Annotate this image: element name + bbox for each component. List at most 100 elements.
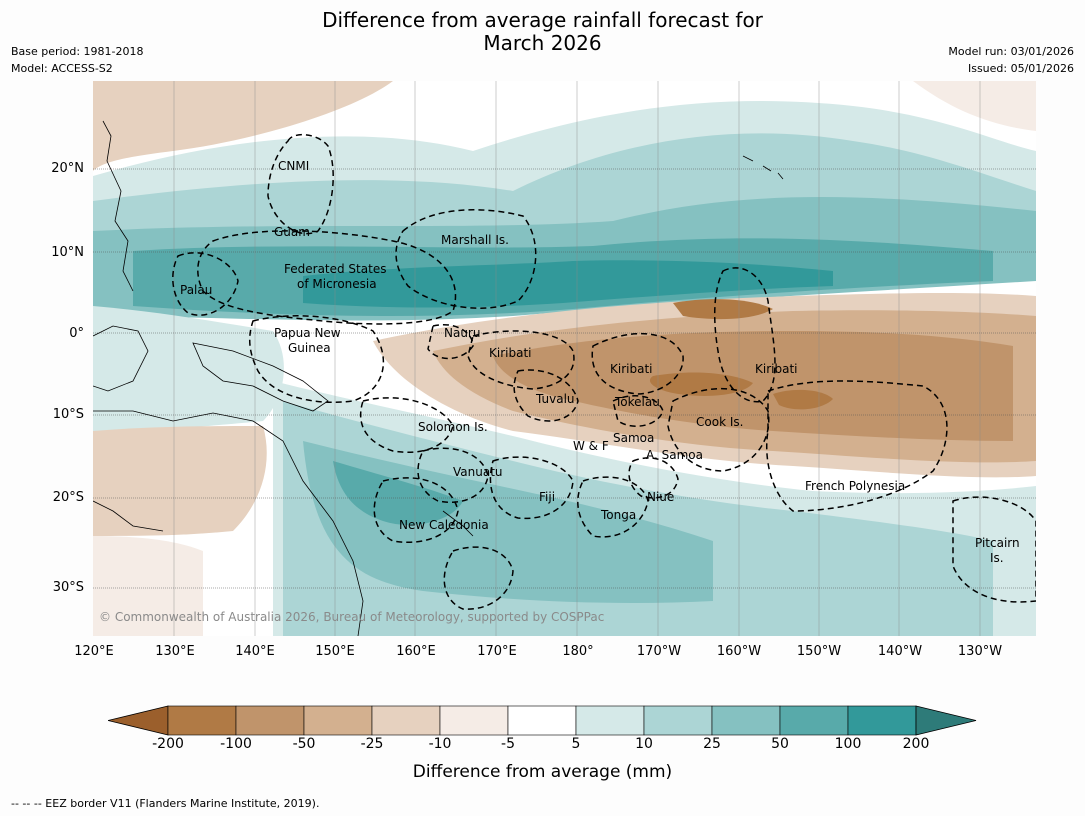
tan-darkest-spot-3 <box>673 299 773 320</box>
colorbar-extension-low <box>108 705 169 736</box>
eez-palau <box>172 252 239 316</box>
colorbar-swatch <box>711 705 781 736</box>
eez-cnmi <box>267 134 334 235</box>
label-french-polynesia: French Polynesia <box>805 479 906 493</box>
new-caledonia-outline <box>442 510 474 537</box>
eez-kiribati-c <box>591 333 684 395</box>
colorbar-tick-label: -100 <box>220 736 252 752</box>
chart-title-line2: March 2026 <box>483 31 602 55</box>
chart-title-line1: Difference from average rainfall forecas… <box>322 8 763 32</box>
lon-label-180: 180° <box>562 644 594 659</box>
tan-light-west <box>93 426 267 536</box>
lon-label-140w: 140°W <box>877 644 923 659</box>
label-tokelau: Tokelau <box>615 395 660 409</box>
eez-fsm <box>197 230 457 325</box>
borneo-outline <box>93 325 149 392</box>
lat-label-20n: 20°N <box>51 161 84 176</box>
lon-label-160e: 160°E <box>396 644 436 659</box>
label-tuvalu: Tuvalu <box>536 392 575 406</box>
eez-tokelau <box>612 395 664 427</box>
label-png-line2: Guinea <box>288 341 331 355</box>
colorbar-tick-label: 10 <box>635 736 653 752</box>
label-kiribati-central: Kiribati <box>610 362 653 376</box>
eez-kiribati-w <box>467 330 575 390</box>
tan-lighter-southwest <box>93 536 203 636</box>
lon-label-150e: 150°E <box>315 644 355 659</box>
label-png-line1: Papua New <box>274 326 341 340</box>
eez-borders <box>172 134 1036 610</box>
label-pitcairn-line2: Is. <box>990 551 1004 565</box>
base-period-text: Base period: 1981-2018 <box>11 45 144 58</box>
colorbar-swatch <box>167 705 237 736</box>
label-cnmi: CNMI <box>278 159 310 173</box>
teal-dark-southwest <box>333 461 463 525</box>
label-fsm-line2: of Micronesia <box>297 277 377 291</box>
label-kiribati-west: Kiribati <box>489 346 532 360</box>
colorbar <box>108 705 977 736</box>
label-cook: Cook Is. <box>696 415 744 429</box>
meta-right: Model run: 03/01/2026 Issued: 05/01/2026 <box>948 43 1074 77</box>
label-marshall: Marshall Is. <box>441 233 509 247</box>
lon-label-170w: 170°W <box>636 644 682 659</box>
colorbar-extension-high <box>915 705 977 736</box>
colorbar-swatch <box>643 705 713 736</box>
model-text: Model: ACCESS-S2 <box>11 62 113 75</box>
label-fiji: Fiji <box>539 490 556 504</box>
colorbar-swatch <box>371 705 441 736</box>
eez-solomon <box>359 397 454 453</box>
eez-pitcairn <box>952 496 1036 603</box>
tan-light-nw <box>93 81 393 171</box>
meta-left: Base period: 1981-2018 Model: ACCESS-S2 <box>11 43 143 77</box>
graticule <box>173 81 981 636</box>
colorbar-title: Difference from average (mm) <box>412 762 673 782</box>
eez-marshall <box>395 209 537 309</box>
eez-french-polynesia <box>766 380 948 512</box>
lon-label-160w: 160°W <box>716 644 762 659</box>
colorbar-swatch <box>303 705 373 736</box>
label-guam: Guam <box>274 225 310 239</box>
label-tonga: Tonga <box>601 508 637 522</box>
label-palau: Palau <box>180 283 213 297</box>
eez-png <box>248 315 384 403</box>
philippines-outline <box>102 120 134 292</box>
label-nauru: Nauru <box>444 326 481 340</box>
label-vanuatu: Vanuatu <box>453 465 503 479</box>
copyright-text: © Commonwealth of Australia 2026, Bureau… <box>99 610 605 624</box>
label-kiribati-east: Kiribati <box>755 362 798 376</box>
issued-text: Issued: 05/01/2026 <box>967 62 1074 75</box>
eez-vanuatu <box>417 447 489 503</box>
lat-label-10s: 10°S <box>52 407 84 422</box>
eez-fiji <box>489 456 574 520</box>
rainfall-map: CNMI Guam Marshall Is. Federated States … <box>93 81 1036 636</box>
label-fsm-line1: Federated States <box>284 262 387 276</box>
label-niue: Niue <box>647 490 675 504</box>
tan-lighter-ne <box>913 81 1036 131</box>
lat-label-20s: 20°S <box>52 490 84 505</box>
colorbar-tick-label: 25 <box>703 736 721 752</box>
eez-cook <box>667 388 770 472</box>
colorbar-swatch <box>235 705 305 736</box>
tan-deep-south <box>493 331 1013 441</box>
colorbar-swatch <box>507 705 577 736</box>
teal-strong-southwest <box>303 441 713 603</box>
label-new-caledonia: New Caledonia <box>399 518 489 532</box>
lat-label-30s: 30°S <box>52 580 84 595</box>
eez-kermadec <box>443 546 514 610</box>
colorbar-swatch <box>779 705 849 736</box>
coastlines <box>93 120 784 636</box>
colorbar-tick-label: 100 <box>834 736 862 752</box>
colorbar-tick-label: -25 <box>360 736 384 752</box>
colorbar-tick-label: 50 <box>771 736 789 752</box>
new-guinea-outline <box>192 342 329 412</box>
colorbar-tick-label: -200 <box>152 736 184 752</box>
lon-label-170e: 170°E <box>477 644 517 659</box>
eez-footnote: -- -- -- EEZ border V11 (Flanders Marine… <box>11 797 320 810</box>
model-run-text: Model run: 03/01/2026 <box>948 45 1074 58</box>
map-canvas <box>93 81 1036 636</box>
label-wallis-futuna: W & F <box>573 439 609 453</box>
australia-outline <box>93 410 364 636</box>
lon-label-120e: 120°E <box>74 644 114 659</box>
colorbar-tick-label: -10 <box>428 736 452 752</box>
lon-label-130w: 130°W <box>957 644 1003 659</box>
lat-label-10n: 10°N <box>51 245 84 260</box>
